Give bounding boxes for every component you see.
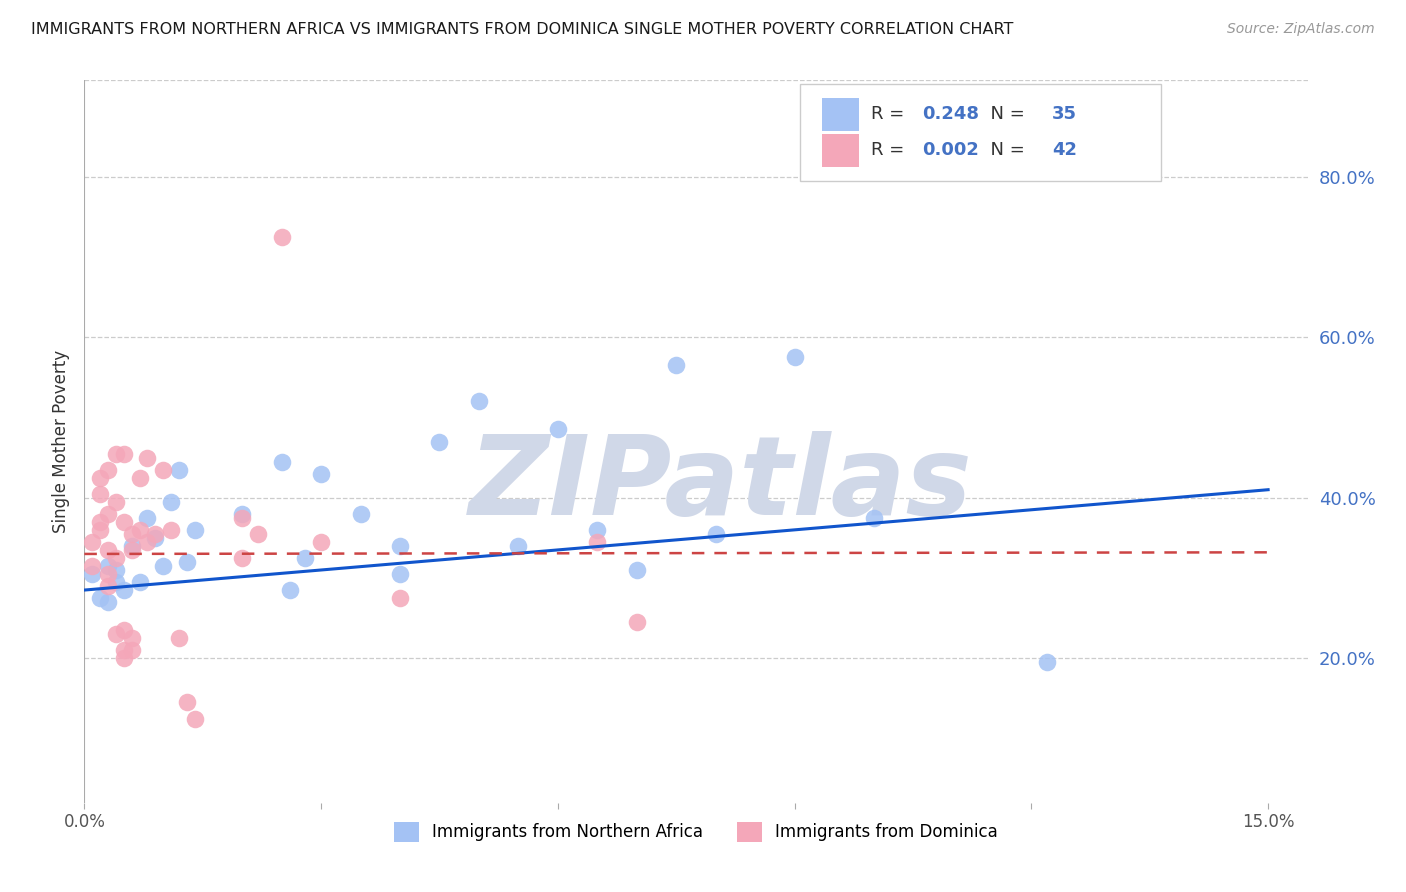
Text: 0.002: 0.002 (922, 141, 979, 160)
Point (231, 550, 253, 566)
Point (121, 643, 143, 657)
Point (121, 526, 143, 541)
Point (104, 563, 127, 577)
Point (160, 523, 183, 537)
Point (167, 632, 190, 646)
Point (626, 615, 648, 630)
Point (508, 539, 530, 553)
Point (89, 515, 111, 529)
Point (586, 534, 609, 549)
Point (104, 446, 127, 460)
Point (309, 534, 332, 549)
Point (389, 567, 412, 582)
Point (136, 510, 159, 524)
Point (112, 583, 135, 598)
Point (231, 507, 253, 521)
Text: N =: N = (979, 105, 1031, 123)
Point (167, 462, 190, 476)
Point (176, 555, 198, 569)
Point (145, 531, 167, 545)
Point (152, 558, 174, 573)
Point (82, 534, 104, 549)
Point (89, 591, 111, 605)
Point (783, 350, 806, 364)
Point (104, 494, 127, 508)
Point (97, 542, 120, 557)
Text: R =: R = (870, 141, 910, 160)
Point (121, 542, 143, 557)
Point (112, 515, 135, 529)
Point (82, 558, 104, 573)
Point (128, 470, 150, 484)
Point (89, 470, 111, 484)
Point (176, 696, 198, 710)
Point (294, 550, 316, 566)
Text: R =: R = (870, 105, 910, 123)
Point (89, 487, 111, 501)
Point (121, 632, 143, 646)
FancyBboxPatch shape (800, 84, 1161, 181)
Point (468, 394, 491, 409)
Point (121, 539, 143, 553)
Point (586, 523, 609, 537)
Point (112, 623, 135, 637)
Point (104, 627, 127, 641)
Point (429, 434, 451, 449)
Point (97, 595, 120, 609)
Text: ZIPatlas: ZIPatlas (468, 432, 973, 539)
Point (626, 563, 648, 577)
Point (160, 494, 183, 508)
Point (128, 574, 150, 589)
Point (1036, 655, 1059, 669)
FancyBboxPatch shape (823, 135, 859, 167)
Point (145, 526, 167, 541)
Point (112, 651, 135, 665)
Point (349, 507, 371, 521)
Point (97, 507, 120, 521)
Point (112, 446, 135, 460)
Point (104, 574, 127, 589)
Point (82, 567, 104, 582)
Point (128, 523, 150, 537)
Point (389, 591, 412, 605)
Text: N =: N = (979, 141, 1031, 160)
Y-axis label: Single Mother Poverty: Single Mother Poverty (52, 350, 70, 533)
Point (278, 583, 301, 598)
Text: 42: 42 (1052, 141, 1077, 160)
Point (270, 229, 292, 244)
Point (97, 558, 120, 573)
Point (104, 550, 127, 566)
Point (89, 523, 111, 537)
Legend: Immigrants from Northern Africa, Immigrants from Dominica: Immigrants from Northern Africa, Immigra… (388, 815, 1004, 848)
Point (231, 510, 253, 524)
Point (704, 526, 727, 541)
Point (246, 526, 269, 541)
Point (389, 539, 412, 553)
Point (136, 534, 159, 549)
Point (184, 712, 207, 726)
Point (112, 643, 135, 657)
Text: Source: ZipAtlas.com: Source: ZipAtlas.com (1227, 22, 1375, 37)
Text: 0.248: 0.248 (922, 105, 979, 123)
Point (862, 510, 884, 524)
Point (97, 462, 120, 476)
Point (309, 467, 332, 481)
Text: IMMIGRANTS FROM NORTHERN AFRICA VS IMMIGRANTS FROM DOMINICA SINGLE MOTHER POVERT: IMMIGRANTS FROM NORTHERN AFRICA VS IMMIG… (31, 22, 1014, 37)
Point (665, 358, 688, 373)
Point (547, 422, 569, 436)
FancyBboxPatch shape (823, 98, 859, 131)
Text: 35: 35 (1052, 105, 1077, 123)
Point (97, 579, 120, 593)
Point (97, 567, 120, 582)
Point (136, 450, 159, 465)
Point (152, 462, 174, 476)
Point (184, 523, 207, 537)
Point (270, 454, 292, 468)
